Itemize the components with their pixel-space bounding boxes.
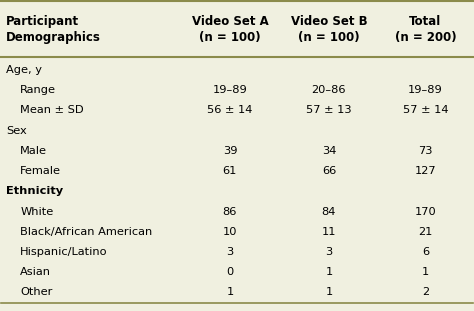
Text: 34: 34 <box>322 146 336 156</box>
Text: 84: 84 <box>322 207 336 216</box>
Text: Ethnicity: Ethnicity <box>6 186 63 196</box>
Text: Total
(n = 200): Total (n = 200) <box>395 15 456 44</box>
Text: Sex: Sex <box>6 126 27 136</box>
Text: 1: 1 <box>325 267 333 277</box>
Text: 66: 66 <box>322 166 336 176</box>
Text: 57 ± 14: 57 ± 14 <box>403 105 448 115</box>
Text: Asian: Asian <box>20 267 51 277</box>
Text: White: White <box>20 207 54 216</box>
Text: 61: 61 <box>223 166 237 176</box>
Text: 20–86: 20–86 <box>311 85 346 95</box>
Text: 11: 11 <box>322 227 336 237</box>
Text: Male: Male <box>20 146 47 156</box>
Text: Hispanic/Latino: Hispanic/Latino <box>20 247 108 257</box>
Text: 170: 170 <box>415 207 437 216</box>
Text: 0: 0 <box>226 267 234 277</box>
Text: 19–89: 19–89 <box>408 85 443 95</box>
Text: Black/African American: Black/African American <box>20 227 153 237</box>
Text: Age, y: Age, y <box>6 65 42 75</box>
Text: 39: 39 <box>223 146 237 156</box>
Text: 3: 3 <box>226 247 234 257</box>
Text: 10: 10 <box>223 227 237 237</box>
Text: 86: 86 <box>223 207 237 216</box>
Text: Range: Range <box>20 85 56 95</box>
Text: 56 ± 14: 56 ± 14 <box>207 105 253 115</box>
Text: Participant
Demographics: Participant Demographics <box>6 15 101 44</box>
Text: 21: 21 <box>418 227 433 237</box>
Text: 1: 1 <box>226 287 234 297</box>
Text: Video Set B
(n = 100): Video Set B (n = 100) <box>291 15 367 44</box>
Text: Video Set A
(n = 100): Video Set A (n = 100) <box>191 15 268 44</box>
Text: 1: 1 <box>325 287 333 297</box>
Text: 127: 127 <box>415 166 436 176</box>
Text: Female: Female <box>20 166 61 176</box>
Text: 73: 73 <box>418 146 433 156</box>
Text: 19–89: 19–89 <box>212 85 247 95</box>
Text: 1: 1 <box>422 267 429 277</box>
Text: 57 ± 13: 57 ± 13 <box>306 105 352 115</box>
Text: 3: 3 <box>325 247 333 257</box>
Text: Mean ± SD: Mean ± SD <box>20 105 84 115</box>
Text: Other: Other <box>20 287 53 297</box>
Text: 2: 2 <box>422 287 429 297</box>
Text: 6: 6 <box>422 247 429 257</box>
